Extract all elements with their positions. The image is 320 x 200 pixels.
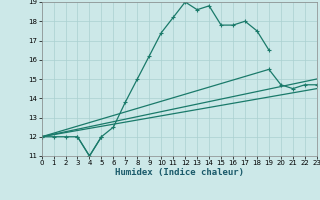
X-axis label: Humidex (Indice chaleur): Humidex (Indice chaleur)	[115, 168, 244, 177]
